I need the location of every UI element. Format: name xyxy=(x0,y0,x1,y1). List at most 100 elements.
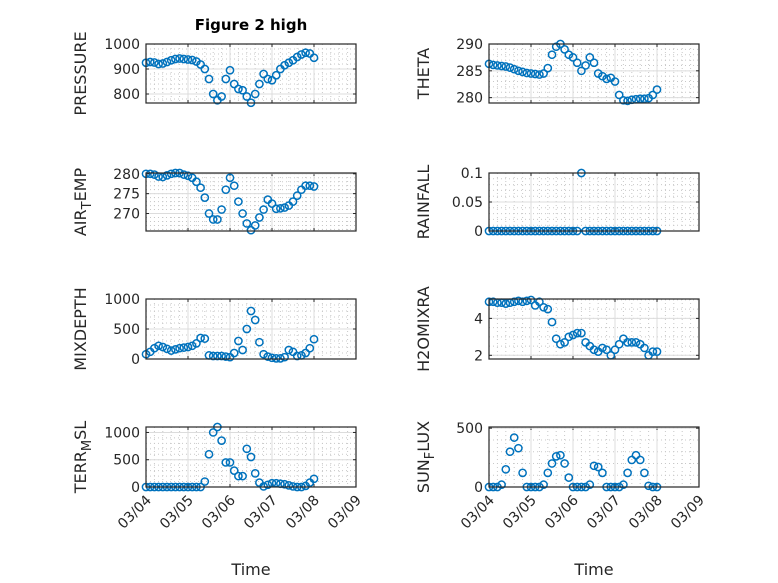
data-point xyxy=(539,480,548,489)
data-point xyxy=(234,84,243,94)
data-point xyxy=(229,466,239,475)
y-tick-label: 900 xyxy=(113,62,140,78)
data-point xyxy=(526,295,536,305)
data-point xyxy=(564,332,574,342)
data-point xyxy=(208,351,218,361)
data-point xyxy=(623,96,632,106)
x-tick-label: 03/08 xyxy=(283,493,323,533)
data-point xyxy=(187,341,197,351)
data-point xyxy=(518,67,527,77)
y-label-part: SL xyxy=(71,421,90,440)
data-point xyxy=(192,177,201,187)
data-point xyxy=(568,330,578,340)
y-tick-label: 280 xyxy=(113,167,140,183)
data-point xyxy=(497,480,506,489)
data-point xyxy=(585,480,595,489)
data-point xyxy=(589,461,599,471)
y-label-subscript: T xyxy=(80,201,95,210)
data-point xyxy=(284,345,294,355)
data-point xyxy=(204,449,214,459)
y-label-part: EMP xyxy=(71,168,90,202)
y-tick-label: 4 xyxy=(474,311,483,327)
data-point xyxy=(644,481,653,491)
data-point xyxy=(250,89,260,99)
data-point xyxy=(602,345,611,355)
axes-frame xyxy=(488,172,700,232)
data-point xyxy=(221,352,231,361)
axes-frame xyxy=(488,426,700,488)
data-point xyxy=(267,199,277,208)
y-axis-label: H2OMIXRA xyxy=(414,286,433,372)
data-point xyxy=(493,61,502,70)
data-point xyxy=(585,53,595,62)
y-label-part: AIR xyxy=(71,209,90,236)
data-point xyxy=(543,468,553,478)
data-point xyxy=(196,333,205,343)
subplot-terr-msl: 0 500 1000 TERRMSL 03/04 03/05 03/06 03/07 03/08… xyxy=(71,421,365,533)
data-point xyxy=(619,480,628,489)
data-point xyxy=(179,54,189,64)
data-point xyxy=(505,447,515,457)
data-point xyxy=(238,209,247,218)
data-point xyxy=(518,297,527,307)
data-point xyxy=(309,53,319,63)
data-point xyxy=(187,55,197,65)
data-point xyxy=(577,66,586,76)
data-point xyxy=(246,306,256,316)
subplot-mixdepth: 0 500 1000 MIXDEPTH xyxy=(71,287,357,371)
subplot-theta: 280 285 290 THETA xyxy=(414,37,700,107)
data-point xyxy=(292,191,302,200)
axes-frame xyxy=(488,43,700,104)
data-point xyxy=(501,62,511,71)
data-point xyxy=(221,185,231,195)
data-point xyxy=(162,344,172,354)
axes-frame xyxy=(145,298,357,360)
y-tick-label: 0 xyxy=(474,480,483,496)
data-point xyxy=(288,197,298,206)
y-label-part: THETA xyxy=(414,48,433,100)
data-point xyxy=(255,337,264,347)
axes-frame xyxy=(145,43,357,104)
data-point xyxy=(509,64,519,74)
data-point xyxy=(271,204,281,214)
data-point xyxy=(217,92,226,101)
data-point xyxy=(242,219,252,228)
axes-frame xyxy=(488,298,700,360)
y-tick-label: 270 xyxy=(113,207,140,223)
y-axis-label: THETA xyxy=(414,48,433,100)
data-point xyxy=(297,50,306,59)
data-point xyxy=(652,85,662,94)
data-point xyxy=(635,455,645,465)
data-point xyxy=(150,343,159,353)
figure-title: Figure 2 high xyxy=(195,16,308,34)
data-point xyxy=(221,74,231,84)
y-label-part: MIXDEPTH xyxy=(71,287,90,370)
data-point xyxy=(560,459,569,468)
data-point xyxy=(276,354,285,363)
y-tick-label: 500 xyxy=(456,421,483,437)
data-point xyxy=(648,347,658,356)
data-point xyxy=(577,328,586,338)
y-tick-label: 0.05 xyxy=(452,195,483,211)
data-point xyxy=(271,354,281,363)
y-label-part: H2OMIXRA xyxy=(414,286,433,372)
data-point xyxy=(551,334,561,344)
data-point xyxy=(280,203,289,212)
data-point xyxy=(175,54,184,63)
data-point xyxy=(208,428,218,437)
y-tick-label: 290 xyxy=(456,37,483,53)
y-axis-label: RAINFALL xyxy=(414,165,433,240)
y-tick-label: 0 xyxy=(131,352,140,368)
data-point xyxy=(229,181,239,191)
x-tick-label: 03/07 xyxy=(241,493,281,533)
data-point xyxy=(610,345,620,355)
data-point xyxy=(301,348,310,358)
data-point xyxy=(535,70,544,79)
data-point xyxy=(280,352,289,362)
data-point xyxy=(238,471,247,481)
data-point xyxy=(154,59,163,69)
data-point xyxy=(556,339,565,349)
data-point xyxy=(581,61,590,70)
data-point xyxy=(619,95,628,105)
data-point xyxy=(530,69,540,79)
